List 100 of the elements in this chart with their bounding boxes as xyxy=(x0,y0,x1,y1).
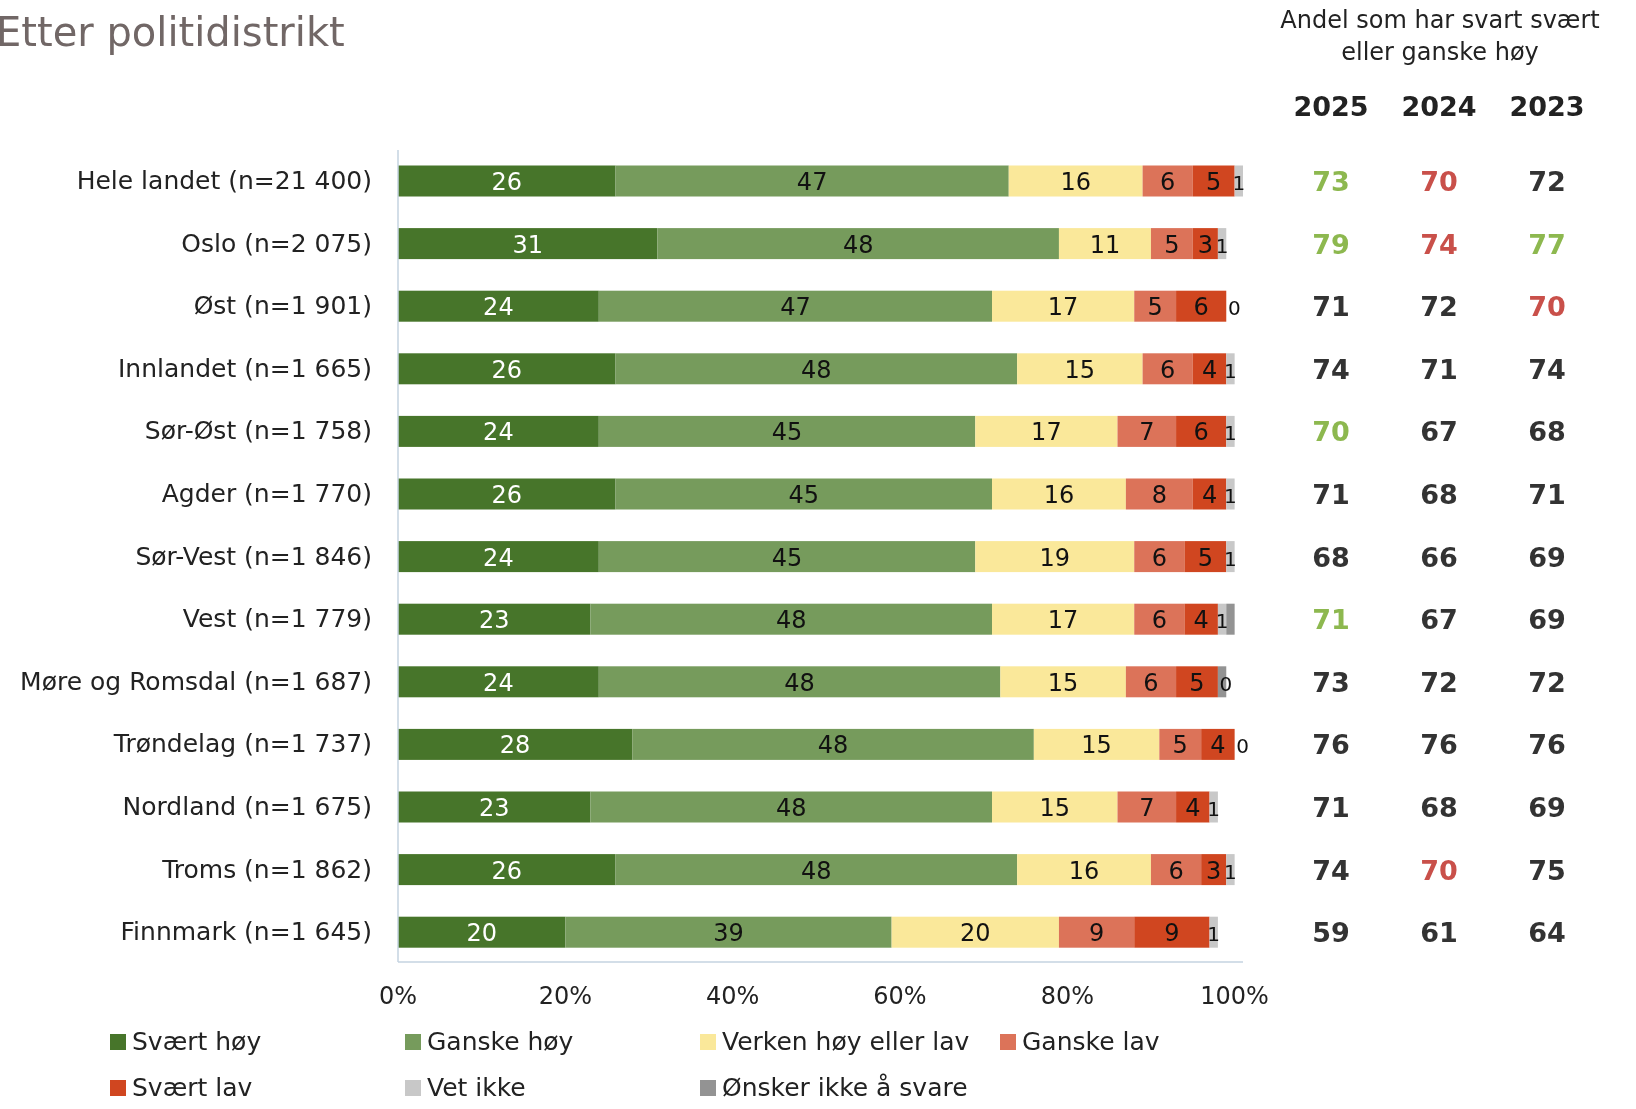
data-label: 71 xyxy=(1312,291,1350,323)
bar xyxy=(398,228,658,260)
bar xyxy=(598,290,993,322)
data-label: 28 xyxy=(499,731,531,760)
y-tick-label: Trøndelag (n=1 737) xyxy=(112,729,372,759)
data-label: 70 xyxy=(1312,416,1350,448)
y-tick-label: Sør-Øst (n=1 758) xyxy=(144,416,372,446)
bar xyxy=(1134,290,1177,322)
data-label: 23 xyxy=(478,606,510,635)
data-label: 6 xyxy=(1160,355,1176,384)
bar xyxy=(398,415,599,447)
data-label: 71 xyxy=(1312,604,1350,636)
legend-label: Svært høy xyxy=(132,1027,262,1056)
chart-title: Etter politidistrikt xyxy=(0,9,345,55)
data-label: 1 xyxy=(1224,859,1237,884)
data-label: 6 xyxy=(1143,668,1159,697)
data-label: 64 xyxy=(1528,917,1566,949)
x-tick-label: 0% xyxy=(378,982,418,1010)
y-tick-label: Oslo (n=2 075) xyxy=(181,228,372,258)
y-tick-label: Innlandet (n=1 665) xyxy=(117,353,372,383)
data-label: 73 xyxy=(1312,666,1350,698)
data-label: 1 xyxy=(1215,609,1229,634)
data-label: 4 xyxy=(1201,355,1218,384)
data-label: 73 xyxy=(1312,166,1350,197)
bar xyxy=(398,666,599,698)
data-label: 7 xyxy=(1139,794,1155,822)
data-label: 24 xyxy=(483,293,514,322)
bar xyxy=(1117,791,1177,823)
bar xyxy=(1176,290,1227,322)
data-label: 6 xyxy=(1193,418,1209,447)
bar xyxy=(398,165,616,197)
y-tick-label: Øst (n=1 901) xyxy=(193,291,372,321)
data-label: 16 xyxy=(1043,481,1075,509)
data-label: 19 xyxy=(1039,543,1071,572)
legend-label: Ganske høy xyxy=(427,1027,574,1056)
data-label: 4 xyxy=(1193,606,1209,635)
data-label: 24 xyxy=(483,418,514,447)
bar xyxy=(1159,728,1202,760)
data-label: 1 xyxy=(1224,358,1237,383)
x-tick-label: 100% xyxy=(1200,982,1269,1010)
data-label: 3 xyxy=(1206,856,1222,885)
data-label: 74 xyxy=(1528,353,1566,385)
data-label: 1 xyxy=(1215,233,1229,258)
data-label: 5 xyxy=(1206,168,1222,196)
data-label: 20 xyxy=(960,919,991,948)
bar xyxy=(398,353,616,385)
legend-label: Vet ikke xyxy=(427,1073,526,1102)
bar xyxy=(1125,666,1177,698)
data-label: 26 xyxy=(491,355,523,384)
bar xyxy=(398,541,599,573)
data-label: 45 xyxy=(771,418,803,447)
data-label: 76 xyxy=(1528,729,1566,761)
data-label: 9 xyxy=(1164,919,1180,948)
bar xyxy=(1000,666,1126,698)
data-label: 74 xyxy=(1312,854,1350,886)
data-label: 24 xyxy=(483,668,514,697)
y-tick-label: Sør-Vest (n=1 846) xyxy=(135,541,372,571)
data-label: 17 xyxy=(1047,606,1079,635)
bar xyxy=(398,854,616,886)
data-label: 71 xyxy=(1312,479,1350,510)
bar xyxy=(1008,165,1143,197)
data-label: 26 xyxy=(491,856,523,885)
y-tick-label: Finnmark (n=1 645) xyxy=(120,917,372,947)
bar xyxy=(1134,603,1185,635)
data-label: 71 xyxy=(1312,792,1350,823)
x-tick-label: 60% xyxy=(873,982,927,1010)
data-label: 48 xyxy=(801,355,832,384)
data-label: 20 xyxy=(466,919,497,948)
data-label: 8 xyxy=(1151,481,1167,509)
bar xyxy=(398,603,591,635)
data-label: 74 xyxy=(1420,228,1458,260)
bar xyxy=(398,478,616,510)
data-label: 48 xyxy=(775,606,807,635)
data-label: 6 xyxy=(1193,293,1209,322)
x-tick-label: 20% xyxy=(538,982,592,1010)
bar xyxy=(1150,854,1202,886)
data-label: 23 xyxy=(478,794,510,822)
data-label: 15 xyxy=(1081,731,1112,760)
bar xyxy=(1184,603,1218,635)
data-label: 72 xyxy=(1420,666,1458,698)
bar xyxy=(1017,353,1143,385)
data-label: 4 xyxy=(1185,794,1201,822)
data-label: 66 xyxy=(1420,541,1458,573)
data-label: 76 xyxy=(1312,729,1350,761)
bar xyxy=(615,353,1018,385)
data-label: 47 xyxy=(796,168,828,196)
data-label: 4 xyxy=(1201,481,1218,509)
bar xyxy=(398,728,633,760)
bar xyxy=(615,165,1009,197)
bar xyxy=(1058,228,1151,260)
bar xyxy=(398,916,566,948)
data-label: 45 xyxy=(771,543,803,572)
data-label: 6 xyxy=(1151,606,1167,635)
data-label: 69 xyxy=(1528,792,1566,823)
legend-label: Verken høy eller lav xyxy=(722,1027,970,1056)
bar xyxy=(992,478,1126,510)
data-label: 72 xyxy=(1420,291,1458,323)
data-label: 72 xyxy=(1528,166,1566,197)
bar xyxy=(565,916,892,948)
data-label: 15 xyxy=(1039,794,1071,822)
